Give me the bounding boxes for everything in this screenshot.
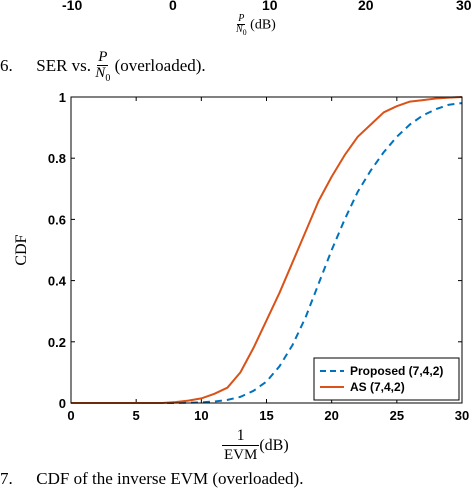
- x-tick-label: 15: [259, 408, 273, 423]
- x-axis-label-unit: (dB): [259, 436, 289, 454]
- x-tick-label: 25: [390, 408, 404, 423]
- prev-tick-1: -10: [62, 0, 83, 13]
- caption-main-number: 7.: [0, 469, 13, 488]
- x-axis-label-fraction: 1 EVM: [222, 427, 260, 463]
- caption-prev-text: SER vs.: [36, 55, 92, 75]
- y-tick-label: 0.2: [48, 335, 66, 350]
- x-tick-label: 5: [133, 408, 140, 423]
- x-axis-label: 1 EVM (dB): [222, 427, 289, 464]
- prev-tick-5: 30: [456, 0, 472, 13]
- legend-box: [313, 357, 460, 401]
- prev-xlabel: P N0 (dB): [236, 13, 276, 37]
- axes-box: [70, 96, 463, 404]
- axis-ticks: 0 5 10 15 20 25 30 0 0.2 0.4 0.6 0.8 1: [48, 90, 469, 423]
- prev-tick-3: 10: [262, 0, 278, 13]
- caption-prev-suffix: (overloaded).: [114, 55, 206, 75]
- x-tick-label: 30: [455, 408, 469, 423]
- caption-prev-figure: 6. SER vs. P N0 (overloaded).: [0, 50, 206, 84]
- prev-tick-4: 20: [358, 0, 374, 13]
- x-tick-label: 10: [194, 408, 208, 423]
- y-tick-label: 0: [59, 396, 66, 411]
- y-tick-label: 0.6: [48, 212, 66, 227]
- y-tick-label: 0.8: [48, 151, 66, 166]
- y-tick-label: 1: [59, 90, 66, 105]
- y-axis-label: CDF: [13, 234, 30, 266]
- x-tick-label: 0: [67, 408, 74, 423]
- legend-label-2: AS (7,4,2): [350, 380, 405, 394]
- caption-main-text: CDF of the inverse EVM (overloaded).: [36, 469, 304, 488]
- y-tick-label: 0.4: [48, 274, 67, 289]
- legend: Proposed (7,4,2) AS (7,4,2): [313, 357, 460, 401]
- caption-main: 7. CDF of the inverse EVM (overloaded).: [0, 469, 303, 489]
- series-layer: [71, 96, 463, 404]
- caption-prev-number: 6.: [0, 55, 13, 75]
- legend-label-1: Proposed (7,4,2): [350, 364, 443, 378]
- series-line-2: [71, 96, 463, 404]
- prev-tick-2: 0: [169, 0, 177, 13]
- caption-prev-fraction: P N0: [95, 49, 111, 84]
- x-tick-label: 20: [324, 408, 338, 423]
